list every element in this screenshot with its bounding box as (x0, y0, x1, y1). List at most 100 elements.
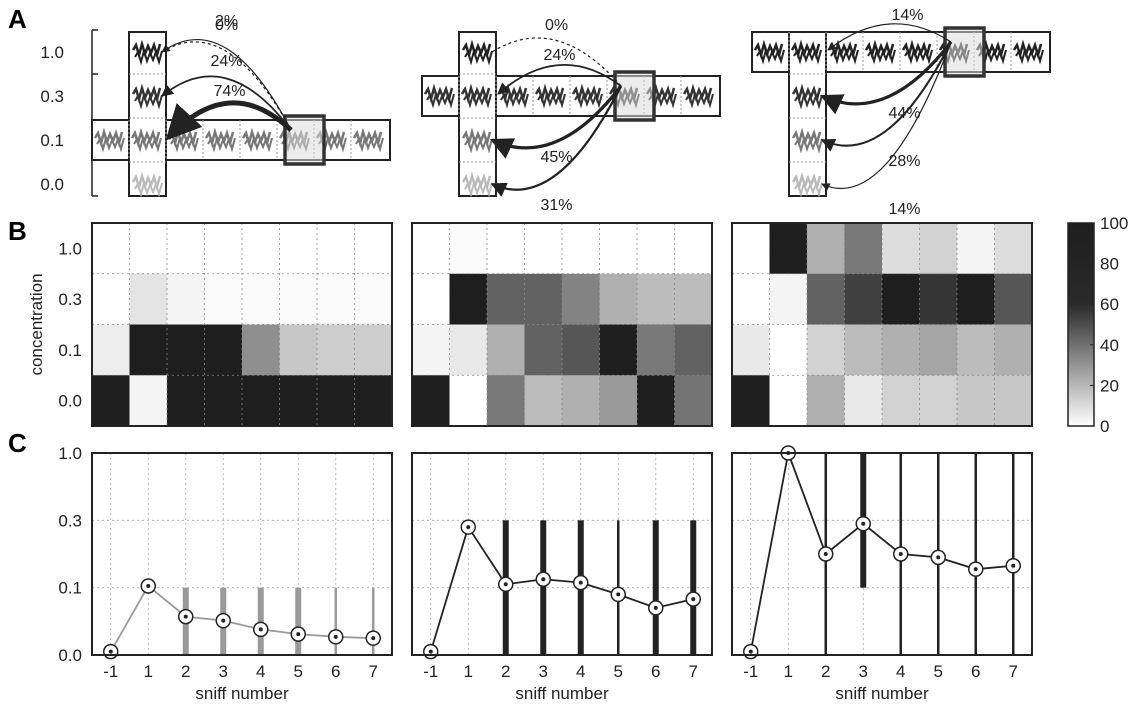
c-x-tick-label: 5 (934, 662, 943, 681)
heatmap-cell (637, 324, 675, 376)
odor-trace (461, 127, 492, 148)
heatmap-frame (731, 222, 1033, 427)
c-range-bar (1012, 453, 1015, 655)
heatmap-cell (599, 375, 638, 427)
odor-trace (170, 134, 199, 153)
transition-arrow (161, 75, 292, 131)
heatmap-cell (129, 273, 168, 325)
panel-label-b: B (8, 216, 27, 246)
heatmap-cell (354, 223, 393, 275)
heatmap-cell (354, 375, 393, 427)
odor-trace (96, 134, 125, 153)
transition-percent-label: 28% (888, 153, 920, 170)
c-x-tick-label: 6 (651, 662, 660, 681)
b-ylabel: concentration (27, 273, 46, 375)
heatmap-cell (844, 324, 883, 376)
c-range-bar (974, 453, 977, 655)
b-concentration-tick: 0.1 (58, 341, 82, 360)
c-x-tick-label: 1 (144, 662, 153, 681)
heatmap-cell (487, 324, 525, 376)
heatmap-cell (562, 324, 600, 376)
odor-trace (134, 179, 163, 198)
colorbar-tick-label: 40 (1100, 336, 1119, 355)
c-x-tick-label: 1 (464, 662, 473, 681)
transition-arrow (821, 41, 952, 191)
heatmap-cell (279, 375, 318, 427)
c-x-tick-label: 7 (369, 662, 378, 681)
colorbar-tick-label: 20 (1100, 376, 1119, 395)
heatmap-cell (637, 375, 675, 427)
heatmap-cell (957, 273, 995, 325)
heatmap-cell (844, 375, 883, 427)
transition-percent-label: 14% (888, 201, 920, 218)
c-data-point-dot (898, 552, 903, 556)
heatmap-cell (449, 324, 488, 376)
c-data-point-dot (466, 525, 471, 530)
heatmap-cell (204, 375, 243, 427)
c-y-tick-label: 0.0 (58, 646, 82, 665)
heatmap-cell (919, 223, 958, 275)
heatmap-cell (637, 273, 675, 325)
line-chart-frame (411, 452, 713, 656)
c-data-point-dot (146, 583, 151, 588)
heatmap-cell (92, 273, 130, 325)
odor-trace (464, 135, 493, 154)
c-x-tick-label: 4 (256, 662, 265, 681)
heatmap-cell (674, 324, 713, 376)
c-y-tick-label: 0.3 (58, 511, 82, 530)
c-x-tick-label: 1 (784, 662, 793, 681)
heatmap-cell (242, 375, 280, 427)
c-data-point-dot (653, 605, 658, 610)
odor-trace (461, 39, 492, 60)
c-x-tick-label: 6 (971, 662, 980, 681)
heatmap-cell (882, 223, 920, 275)
c-x-tick-label: 5 (614, 662, 623, 681)
heatmap-cell (732, 223, 770, 275)
heatmap-cell (317, 324, 355, 376)
odor-trace (244, 134, 273, 153)
c-data-point-dot (108, 649, 113, 654)
heatmap-cell (412, 375, 450, 427)
heatmap-cell (449, 375, 488, 427)
odor-trace (685, 90, 714, 109)
heatmap-frame (91, 222, 393, 427)
focus-box (943, 26, 986, 78)
transition-percent-label: 2% (215, 13, 238, 30)
odor-trace (131, 39, 162, 60)
c-data-point-dot (748, 649, 753, 654)
odor-trace (464, 179, 493, 198)
c-y-tick-label: 1.0 (58, 444, 82, 463)
heatmap-cell (919, 273, 958, 325)
transition-arrow (827, 23, 952, 51)
c-data-point-dot (823, 552, 828, 556)
c-xlabel: sniff number (195, 684, 289, 703)
line-chart: -1 1 2 3 4 5 6 7 sniff number (411, 452, 713, 703)
odor-trace (355, 134, 384, 153)
c-x-tick-label: 2 (181, 662, 190, 681)
heatmap-cell (92, 324, 130, 376)
c-data-point-dot (578, 580, 583, 585)
a-concentration-label: 0.0 (40, 175, 64, 194)
odor-trace (133, 134, 162, 153)
transition-arrow (491, 37, 622, 87)
c-data-point-dot (541, 577, 546, 582)
c-xlabel: sniff number (835, 684, 929, 703)
focus-box (283, 114, 326, 166)
heatmap-cell (524, 324, 563, 376)
heatmap-cell (204, 273, 243, 325)
heatmap-cell (994, 223, 1033, 275)
transition-arrow (820, 41, 953, 115)
heatmap-cell (562, 375, 600, 427)
odor-trace (131, 171, 162, 192)
heatmap-cell (242, 324, 280, 376)
heatmap-cell (994, 273, 1033, 325)
odor-trace (904, 46, 933, 65)
heatmap-cell (524, 273, 563, 325)
line-chart-frame (91, 452, 393, 656)
heatmap-cell (732, 375, 770, 427)
heatmap-cell (994, 375, 1033, 427)
c-data-point-dot (973, 567, 978, 572)
transition-percent-label: 0% (215, 17, 238, 34)
c-range-bar (540, 520, 547, 655)
odor-trace (426, 90, 455, 109)
